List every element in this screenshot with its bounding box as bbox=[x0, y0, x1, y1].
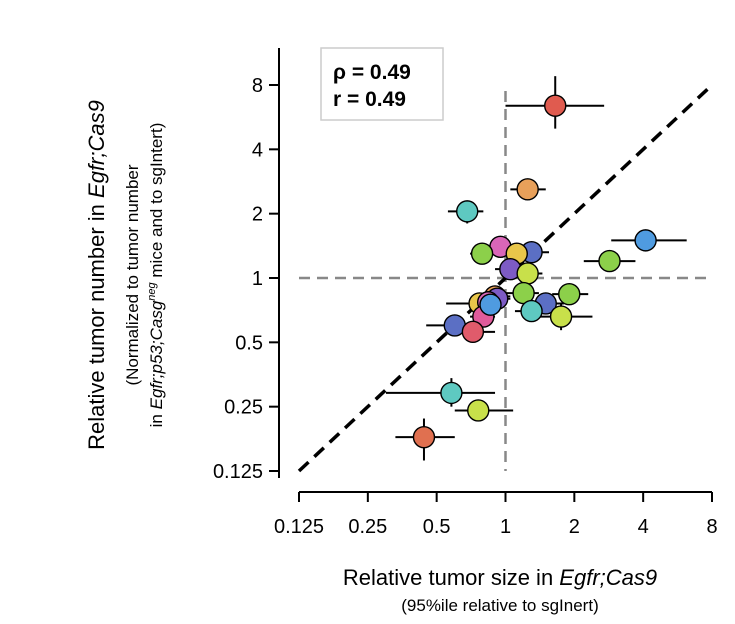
data-point bbox=[520, 299, 543, 323]
data-point bbox=[456, 200, 479, 223]
data-point bbox=[467, 399, 490, 422]
y-tick-label: 4 bbox=[252, 139, 263, 161]
y-axis-title-main: Relative tumor number in bbox=[84, 198, 109, 450]
y-axis-subtitle-italic: Egfr;p53;Casg bbox=[147, 300, 166, 409]
data-point bbox=[412, 425, 436, 449]
y-axis-subtitle-prefix: in bbox=[147, 409, 166, 427]
y-axis-title: Relative tumor number in Egfr;Cas9 (Norm… bbox=[84, 100, 166, 450]
x-tick-label: 0.25 bbox=[348, 516, 387, 538]
y-axis-subtitle-sup: neg bbox=[146, 281, 158, 300]
y-axis-subtitle-suffix: mice and to sgIntert) bbox=[147, 123, 166, 283]
data-points bbox=[385, 76, 687, 461]
x-tick-label: 0.125 bbox=[274, 516, 324, 538]
y-tick-label: 2 bbox=[252, 204, 263, 226]
svg-text:in Egfr;p53;Casgneg mice and t: in Egfr;p53;Casgneg mice and to sgIntert… bbox=[146, 123, 166, 428]
data-point bbox=[558, 282, 581, 306]
y-tick-label: 8 bbox=[252, 75, 263, 97]
data-point bbox=[470, 242, 494, 265]
data-point bbox=[516, 262, 539, 285]
data-point bbox=[634, 229, 657, 252]
x-axis-title-main: Relative tumor size in bbox=[343, 565, 559, 590]
y-axis-title-italic: Egfr;Cas9 bbox=[84, 100, 109, 198]
stats-annotation: ρ = 0.49 r = 0.49 bbox=[320, 47, 444, 121]
x-axis-subtitle: (95%ile relative to sgInert) bbox=[401, 596, 598, 615]
data-point bbox=[549, 305, 573, 328]
x-tick-label: 8 bbox=[706, 516, 717, 538]
rho-label: ρ = 0.49 bbox=[333, 61, 411, 84]
x-ticks: 0.125 0.25 0.5 1 2 4 8 bbox=[274, 492, 718, 538]
y-tick-label: 1 bbox=[252, 268, 263, 290]
r-label: r = 0.49 bbox=[333, 88, 406, 111]
x-tick-label: 1 bbox=[500, 516, 511, 538]
data-point bbox=[440, 381, 463, 405]
y-tick-label: 0.5 bbox=[235, 332, 263, 354]
x-tick-label: 4 bbox=[638, 516, 649, 538]
x-tick-label: 2 bbox=[569, 516, 580, 538]
y-ticks: 0.125 0.25 0.5 1 2 4 8 bbox=[213, 75, 279, 483]
data-point bbox=[516, 178, 539, 201]
data-point bbox=[598, 249, 621, 273]
x-axis-title-italic: Egfr;Cas9 bbox=[559, 565, 657, 590]
x-axis-title: Relative tumor size in Egfr;Cas9 (95%ile… bbox=[343, 565, 657, 615]
x-tick-label: 0.5 bbox=[423, 516, 451, 538]
svg-text:Relative tumor size in Egfr;Ca: Relative tumor size in Egfr;Cas9 bbox=[343, 565, 657, 590]
y-tick-label: 0.25 bbox=[224, 397, 263, 419]
svg-text:Relative tumor number in Egfr;: Relative tumor number in Egfr;Cas9 bbox=[84, 100, 109, 450]
data-point bbox=[461, 320, 485, 344]
data-point bbox=[479, 293, 502, 316]
y-axis-subtitle-line1: (Normalized to tumor number bbox=[123, 164, 142, 385]
data-point bbox=[544, 94, 567, 117]
stats-box bbox=[320, 47, 444, 121]
y-tick-label: 0.125 bbox=[213, 461, 263, 483]
